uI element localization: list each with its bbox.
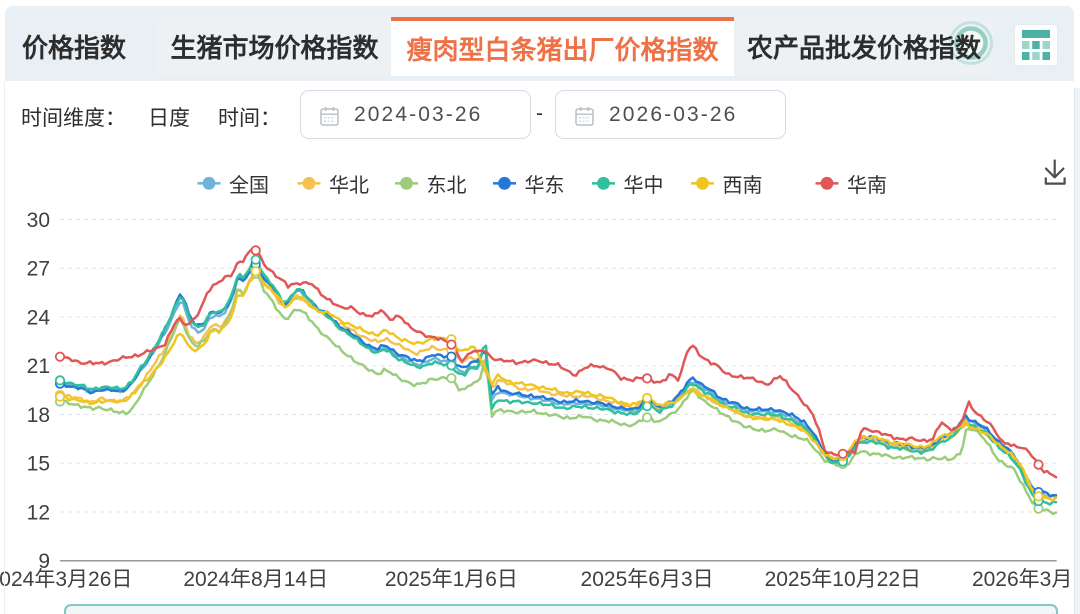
svg-text:全国: 全国 — [229, 174, 269, 197]
svg-text:2025年10月22日: 2025年10月22日 — [765, 568, 921, 591]
svg-text:24: 24 — [27, 306, 51, 329]
svg-text:华东: 华东 — [525, 174, 565, 197]
svg-text:2025年6月3日: 2025年6月3日 — [581, 568, 714, 591]
svg-text:华中: 华中 — [624, 174, 664, 197]
svg-text:2025年1月6日: 2025年1月6日 — [385, 568, 518, 591]
svg-text:15: 15 — [27, 453, 50, 476]
svg-text:2026年3月1日: 2026年3月1日 — [972, 568, 1080, 591]
svg-text:27: 27 — [27, 258, 50, 281]
svg-text:西南: 西南 — [723, 174, 763, 197]
svg-text:2024年8月14日: 2024年8月14日 — [183, 568, 328, 591]
svg-text:华南: 华南 — [847, 174, 887, 197]
svg-text:21: 21 — [27, 355, 50, 378]
svg-text:9: 9 — [38, 550, 50, 573]
svg-text:18: 18 — [27, 404, 50, 427]
svg-text:华北: 华北 — [329, 174, 369, 197]
svg-text:东北: 东北 — [427, 174, 467, 197]
svg-text:30: 30 — [27, 209, 50, 232]
svg-text:12: 12 — [27, 501, 50, 524]
svg-text:2024年3月26日: 2024年3月26日 — [0, 568, 132, 591]
